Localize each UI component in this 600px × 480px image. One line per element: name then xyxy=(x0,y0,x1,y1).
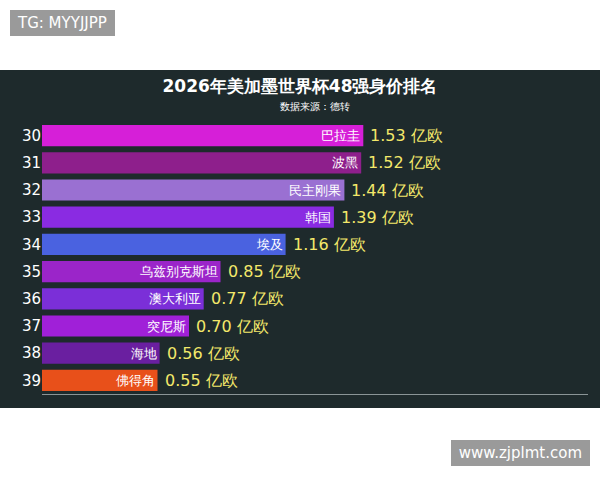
svg-text:2026年美加墨世界杯48强身价排名: 2026年美加墨世界杯48强身价排名 xyxy=(163,76,438,96)
svg-text:33: 33 xyxy=(22,208,41,226)
svg-text:39: 39 xyxy=(22,372,41,390)
svg-text:巴拉圭: 巴拉圭 xyxy=(321,128,360,143)
svg-text:0.56 亿欧: 0.56 亿欧 xyxy=(167,344,240,363)
svg-text:民主刚果: 民主刚果 xyxy=(289,183,341,198)
html-text:TG: MYYJJPP: TG: MYYJJPP xyxy=(18,14,107,32)
svg-text:0.70 亿欧: 0.70 亿欧 xyxy=(196,317,269,336)
svg-text:35: 35 xyxy=(22,263,41,281)
svg-text:0.77 亿欧: 0.77 亿欧 xyxy=(211,289,284,308)
svg-text:1.16 亿欧: 1.16 亿欧 xyxy=(293,235,366,254)
svg-text:31: 31 xyxy=(22,154,41,172)
svg-text:1.39 亿欧: 1.39 亿欧 xyxy=(341,208,414,227)
svg-text:海地: 海地 xyxy=(131,346,157,361)
svg-text:波黑: 波黑 xyxy=(332,155,358,170)
svg-text:乌兹别克斯坦: 乌兹别克斯坦 xyxy=(140,264,218,279)
svg-text:1.53 亿欧: 1.53 亿欧 xyxy=(370,126,443,145)
html-text:www.zjplmt.com: www.zjplmt.com xyxy=(458,444,582,462)
svg-text:1.44 亿欧: 1.44 亿欧 xyxy=(351,181,424,200)
svg-text:韩国: 韩国 xyxy=(305,210,331,225)
svg-text:32: 32 xyxy=(22,181,41,199)
svg-text:34: 34 xyxy=(22,236,41,254)
svg-text:埃及: 埃及 xyxy=(256,237,283,252)
svg-text:澳大利亚: 澳大利亚 xyxy=(149,291,201,306)
svg-text:0.55 亿欧: 0.55 亿欧 xyxy=(165,371,238,390)
svg-text:36: 36 xyxy=(22,290,41,308)
svg-text:佛得角: 佛得角 xyxy=(116,373,155,388)
svg-text:37: 37 xyxy=(22,317,41,335)
svg-text:38: 38 xyxy=(22,344,41,362)
svg-text:0.85 亿欧: 0.85 亿欧 xyxy=(228,262,301,281)
svg-text:突尼斯: 突尼斯 xyxy=(147,319,186,334)
svg-text:数据来源：德转: 数据来源：德转 xyxy=(280,101,350,112)
svg-text:1.52 亿欧: 1.52 亿欧 xyxy=(368,153,441,172)
svg-text:30: 30 xyxy=(22,127,41,145)
